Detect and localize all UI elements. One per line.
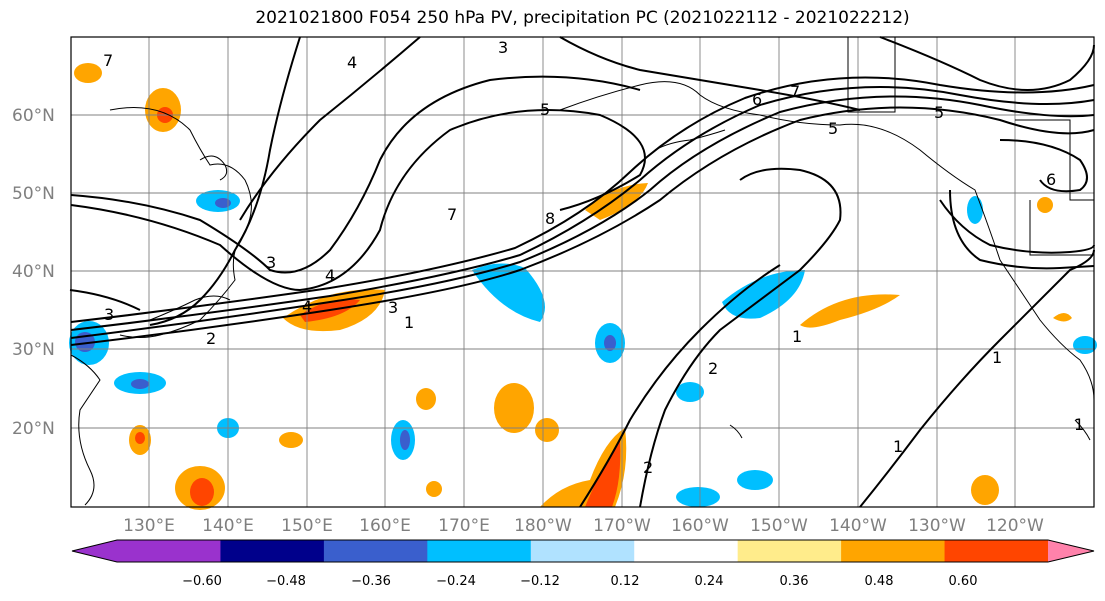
colorbar-tick: −0.60 — [182, 574, 222, 589]
lon-label: 170°E — [438, 516, 490, 536]
colorbar-tick: 0.24 — [695, 574, 724, 589]
colorbar-tick: −0.24 — [436, 574, 476, 589]
colorbar-tick: 0.60 — [949, 574, 978, 589]
colorbar-segment — [117, 540, 221, 562]
lon-label: 130°W — [908, 516, 966, 536]
pv-contours — [69, 36, 1095, 508]
contour-label: 4 — [347, 53, 357, 72]
colorbar-extend-low — [72, 540, 117, 562]
contour-label: 7 — [790, 82, 800, 101]
colorbar-tick: −0.12 — [520, 574, 560, 589]
lat-label-40n: 40°N — [12, 262, 55, 282]
contour-label: 4 — [325, 266, 335, 285]
lon-label: 150°E — [281, 516, 333, 536]
lon-label: 130°E — [123, 516, 175, 536]
contour-label: 5 — [828, 119, 838, 138]
graticule — [71, 37, 1094, 507]
colorbar-tick: 0.48 — [865, 574, 894, 589]
contour-label: 3 — [266, 253, 276, 272]
colorbar — [71, 539, 1095, 563]
colorbar-ticks: −0.60 −0.48 −0.36 −0.24 −0.12 0.12 0.24 … — [182, 574, 977, 589]
colorbar-segment — [634, 540, 739, 562]
contour-label: 1 — [992, 348, 1002, 367]
lon-label: 160°W — [671, 516, 729, 536]
contour-label: 7 — [447, 205, 457, 224]
contour-label: 3 — [498, 38, 508, 57]
lon-label: 180°W — [514, 516, 572, 536]
colorbar-tick: 0.36 — [780, 574, 809, 589]
lat-label-20n: 20°N — [12, 419, 55, 439]
contour-labels: 7 4 3 5 7 6 7 5 4 8 6 5 3 4 3 2 1 1 1 2 … — [103, 38, 1084, 477]
colorbar-segment — [944, 540, 1049, 562]
contour-label: 3 — [388, 298, 398, 317]
map-title: 2021021800 F054 250 hPa PV, precipitatio… — [255, 8, 910, 28]
lon-label: 170°W — [593, 516, 651, 536]
latitude-labels: 60°N 50°N 40°N 30°N 20°N — [12, 106, 55, 439]
lat-label-50n: 50°N — [12, 184, 55, 204]
map-panel: 7 4 3 5 7 6 7 5 4 8 6 5 3 4 3 2 1 1 1 2 … — [69, 36, 1097, 510]
lon-label: 120°W — [986, 516, 1044, 536]
contour-label: 5 — [540, 100, 550, 119]
contour-label: 1 — [1074, 415, 1084, 434]
contour-label: 7 — [103, 51, 113, 70]
lon-label: 140°E — [202, 516, 254, 536]
contour-label: 6 — [1046, 170, 1056, 189]
contour-label: 1 — [893, 437, 903, 456]
contour-label: 2 — [206, 329, 216, 348]
colorbar-tick: −0.36 — [351, 574, 391, 589]
contour-label: 5 — [934, 103, 944, 122]
contour-label: 2 — [643, 458, 653, 477]
colorbar-segment — [323, 540, 428, 562]
colorbar-segment — [841, 540, 946, 562]
colorbar-segment — [530, 540, 635, 562]
lon-label: 150°W — [750, 516, 808, 536]
contour-label: 8 — [545, 209, 555, 228]
colorbar-tick: 0.12 — [611, 574, 640, 589]
precipitation-shading — [69, 37, 1097, 510]
contour-label: 3 — [104, 305, 114, 324]
lon-label: 140°W — [829, 516, 887, 536]
contour-label: 1 — [792, 327, 802, 346]
contour-label: 6 — [752, 90, 762, 109]
contour-label: 4 — [302, 297, 312, 316]
colorbar-extend-high — [1048, 540, 1094, 562]
longitude-labels: 130°E 140°E 150°E 160°E 170°E 180°W 170°… — [123, 516, 1044, 536]
lat-label-30n: 30°N — [12, 340, 55, 360]
colorbar-segment — [427, 540, 532, 562]
colorbar-outline — [71, 539, 1095, 563]
colorbar-segment — [737, 540, 842, 562]
contour-label: 1 — [404, 313, 414, 332]
lat-label-60n: 60°N — [12, 106, 55, 126]
contour-label: 2 — [708, 359, 718, 378]
lon-label: 160°E — [359, 516, 411, 536]
colorbar-segment — [220, 540, 325, 562]
colorbar-tick: −0.48 — [266, 574, 306, 589]
